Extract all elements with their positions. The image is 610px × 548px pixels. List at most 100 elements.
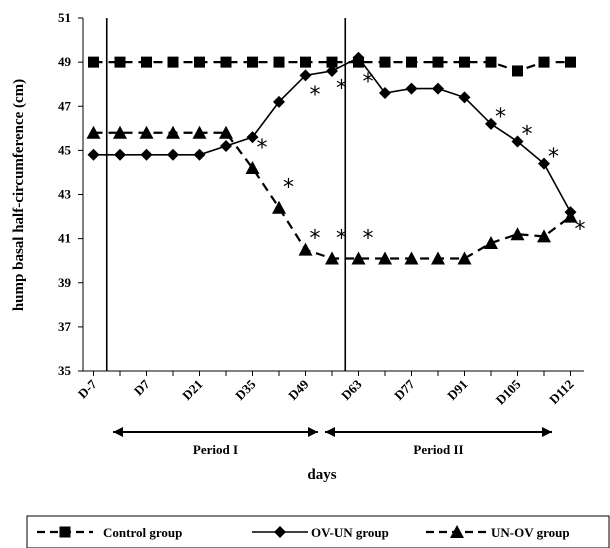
data-point <box>246 131 259 144</box>
data-point <box>140 148 153 161</box>
data-point <box>406 56 417 68</box>
significance-star: * <box>336 76 347 101</box>
data-point <box>379 87 391 100</box>
data-point <box>565 56 576 68</box>
y-axis-title: hump basal half-circumference (cm) <box>11 79 27 311</box>
data-point <box>166 125 180 139</box>
period-label: Period I <box>193 442 238 457</box>
data-point <box>510 227 525 241</box>
data-point <box>86 125 101 139</box>
data-point <box>459 56 470 68</box>
data-point <box>193 148 206 161</box>
x-tick-label: D7 <box>131 376 153 398</box>
significance-star: * <box>575 218 586 243</box>
data-point <box>114 56 126 68</box>
legend-label: OV-UN group <box>311 525 389 540</box>
data-point <box>352 51 365 64</box>
series-line <box>93 56 572 213</box>
data-point <box>537 229 551 243</box>
data-point <box>87 148 100 161</box>
legend-items: Control group OV-UN group UN-OV group <box>37 525 570 540</box>
data-point <box>326 56 338 68</box>
legend-item: UN-OV group <box>426 525 570 540</box>
x-tick-label: D35 <box>232 376 259 403</box>
x-axis-title: days <box>307 467 336 483</box>
data-point <box>247 56 258 68</box>
significance-star: * <box>310 226 321 251</box>
legend-box <box>26 515 610 548</box>
y-tick-label: 51 <box>58 10 71 25</box>
data-point <box>325 251 339 265</box>
data-point <box>404 251 419 265</box>
data-point <box>272 200 286 214</box>
legend-item: Control group <box>37 525 182 540</box>
data-point <box>484 236 498 250</box>
data-point <box>59 526 71 538</box>
series-line <box>93 131 572 260</box>
x-tick-label: D-7 <box>75 376 100 401</box>
series-layer <box>86 51 578 265</box>
y-ticks: 35 37 39 41 43 45 47 49 51 <box>58 10 83 378</box>
data-point <box>167 148 179 161</box>
y-tick-label: 41 <box>58 231 71 246</box>
data-point <box>220 56 232 68</box>
legend-label: UN-OV group <box>491 525 570 540</box>
data-point <box>351 251 366 265</box>
data-point <box>273 95 285 108</box>
data-point <box>245 161 260 175</box>
data-point <box>485 56 497 68</box>
arrow-head-right <box>308 427 318 437</box>
data-point <box>298 242 313 256</box>
y-tick-label: 49 <box>58 54 72 69</box>
data-point <box>405 82 418 95</box>
y-tick-label: 45 <box>58 142 72 157</box>
y-tick-label: 47 <box>58 98 72 113</box>
data-point <box>379 56 391 68</box>
data-point <box>457 251 472 265</box>
y-tick-label: 43 <box>58 187 72 202</box>
data-point <box>485 117 497 130</box>
significance-star: * <box>363 70 374 95</box>
data-point <box>167 56 179 68</box>
data-point <box>114 148 126 161</box>
x-tick-label: D105 <box>493 376 524 407</box>
x-tick-label: D77 <box>391 376 418 403</box>
data-point <box>538 157 550 170</box>
data-point <box>273 56 285 68</box>
significance-star: * <box>363 226 374 251</box>
significance-star: * <box>548 145 559 170</box>
arrow-head-left <box>325 427 335 437</box>
data-point <box>274 526 286 538</box>
series-triangle <box>86 125 578 265</box>
data-point <box>220 139 232 152</box>
legend-label: Control group <box>103 525 182 540</box>
significance-star: * <box>336 226 347 251</box>
x-tick-label: D21 <box>179 377 205 403</box>
significance-star: * <box>495 105 506 130</box>
significance-star: * <box>257 136 268 161</box>
series-square <box>88 56 576 77</box>
significance-star: * <box>283 176 294 201</box>
data-point <box>219 125 233 139</box>
significance-star: * <box>522 123 533 148</box>
period-dividers <box>105 18 347 371</box>
legend-item: OV-UN group <box>252 525 389 540</box>
significance-marks: * * * * * * * * * * * * <box>257 70 586 252</box>
data-point <box>432 56 444 68</box>
data-point <box>192 125 207 139</box>
data-point <box>194 56 205 68</box>
data-point <box>431 251 445 265</box>
data-point <box>299 69 312 82</box>
arrow-head-right <box>542 427 552 437</box>
x-tick-label: D63 <box>338 376 365 403</box>
x-ticks: D-7 D7 D21 D35 D49 D63 D77 D91 D105 D112 <box>75 371 577 408</box>
data-point <box>563 209 578 223</box>
data-point <box>300 56 311 68</box>
x-tick-label: D49 <box>285 376 312 403</box>
x-tick-label: D112 <box>546 377 577 408</box>
data-point <box>450 525 464 538</box>
data-point <box>511 135 524 148</box>
significance-star: * <box>310 83 321 108</box>
data-point <box>141 56 152 68</box>
